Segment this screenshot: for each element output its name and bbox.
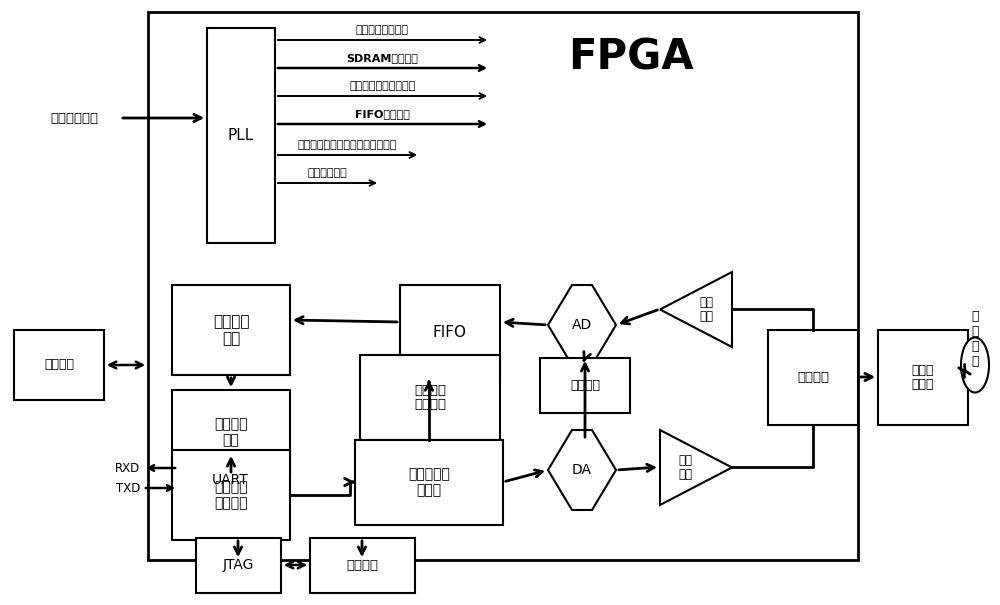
Text: 时钟芯片: 时钟芯片 — [570, 379, 600, 392]
Bar — [178, 453, 283, 508]
Text: JTAG: JTAG — [223, 558, 254, 572]
Bar — [768, 330, 858, 425]
Text: 相关运算、故障提取模块工作时钟: 相关运算、故障提取模块工作时钟 — [298, 140, 397, 150]
Text: 存储芯片: 存储芯片 — [44, 359, 74, 371]
Text: 检测信号产
生模块: 检测信号产 生模块 — [408, 468, 450, 497]
Text: PLL: PLL — [228, 128, 254, 143]
Text: 配置芯片: 配置芯片 — [347, 559, 378, 572]
Text: FPGA: FPGA — [568, 36, 694, 78]
Text: AD: AD — [572, 318, 592, 332]
Polygon shape — [660, 430, 732, 505]
Text: FIFO工作时钟: FIFO工作时钟 — [355, 109, 410, 119]
Bar — [360, 355, 500, 440]
Text: 模块工作
时序控制: 模块工作 时序控制 — [214, 480, 248, 510]
Text: 被
测
电
缆: 被 测 电 缆 — [971, 310, 979, 368]
Bar — [196, 538, 281, 593]
Polygon shape — [548, 285, 616, 365]
Bar — [400, 285, 500, 380]
Bar — [172, 285, 290, 375]
Text: SDRAM工作时钟: SDRAM工作时钟 — [347, 53, 418, 63]
Text: 故障信息
提取: 故障信息 提取 — [214, 417, 248, 448]
Text: 相关运算
模块: 相关运算 模块 — [213, 314, 249, 346]
Bar — [540, 358, 630, 413]
Text: 时钟芯片配置时钟: 时钟芯片配置时钟 — [356, 25, 409, 35]
Text: RXD: RXD — [115, 462, 141, 474]
Bar — [14, 330, 104, 400]
Text: UART: UART — [212, 474, 249, 488]
Bar — [172, 390, 290, 475]
Text: 其他模块时钟: 其他模块时钟 — [308, 168, 347, 178]
Text: 检测信号模块工作时钟: 检测信号模块工作时钟 — [349, 81, 416, 91]
Bar — [878, 330, 968, 425]
Text: 非接触
耦合器: 非接触 耦合器 — [912, 364, 934, 391]
Text: 通道选择: 通道选择 — [797, 371, 829, 384]
Text: 调理
电路: 调理 电路 — [700, 295, 714, 324]
Ellipse shape — [961, 338, 989, 393]
Text: FIFO: FIFO — [433, 325, 467, 340]
Bar — [355, 440, 503, 525]
Bar — [310, 538, 415, 593]
Polygon shape — [660, 272, 732, 347]
Text: 调理
电路: 调理 电路 — [678, 454, 692, 482]
Text: 时钟芯片
配置模块: 时钟芯片 配置模块 — [414, 384, 446, 411]
Bar — [148, 12, 858, 560]
Text: TXD: TXD — [116, 482, 140, 494]
Polygon shape — [548, 430, 616, 510]
Text: 外部基准时钟: 外部基准时钟 — [50, 111, 98, 125]
Text: DA: DA — [572, 463, 592, 477]
Bar — [172, 450, 290, 540]
Bar — [207, 28, 275, 243]
